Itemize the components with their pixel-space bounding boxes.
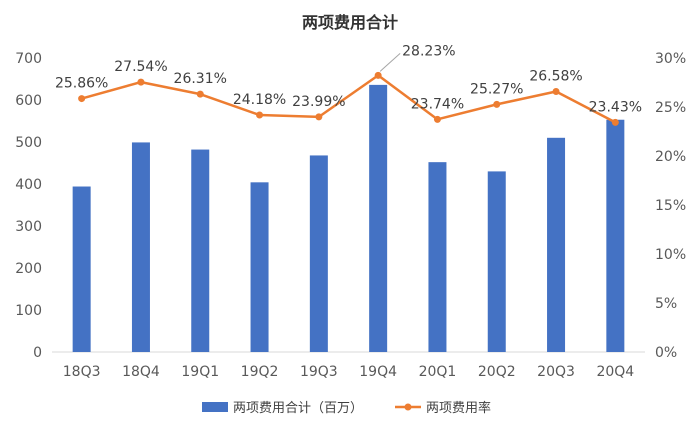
y-left-tick-label: 400 (15, 177, 42, 193)
line-series (78, 71, 619, 126)
y-left-axis: 0 100 200 300 400 500 600 700 (15, 51, 42, 361)
chart-title: 两项费用合计 (302, 13, 398, 32)
bar (606, 119, 625, 353)
x-tick-label: 19Q3 (300, 364, 338, 380)
y-left-tick-label: 100 (15, 303, 42, 319)
line-point (374, 71, 382, 79)
x-axis: 18Q3 18Q4 19Q1 19Q2 19Q3 19Q4 20Q1 20Q2 20Q3 20Q4 (63, 364, 635, 380)
data-label-leader (379, 52, 401, 72)
data-label: 26.31% (174, 71, 227, 87)
data-label: 25.27% (470, 81, 523, 97)
line-point (78, 95, 86, 103)
data-label: 27.54% (114, 59, 167, 75)
legend-line-label: 两项费用率 (426, 400, 491, 416)
bar (369, 84, 388, 352)
y-right-tick-label: 5% (655, 296, 677, 312)
y-right-tick-label: 30% (655, 51, 686, 67)
line-point (256, 111, 264, 119)
y-left-tick-label: 200 (15, 261, 42, 277)
bar-series (72, 84, 625, 353)
x-tick-label: 19Q4 (359, 364, 397, 380)
bar (131, 142, 150, 352)
line-point (433, 115, 441, 123)
x-tick-label: 18Q4 (122, 364, 160, 380)
x-tick-label: 19Q2 (241, 364, 279, 380)
x-tick-label: 18Q3 (63, 364, 101, 380)
legend-line-marker (404, 403, 412, 411)
line-point (611, 118, 619, 126)
line-point (315, 113, 323, 121)
x-tick-label: 20Q1 (419, 364, 457, 380)
data-label: 25.86% (55, 76, 108, 92)
line-point (552, 88, 560, 96)
y-right-tick-label: 0% (655, 345, 677, 361)
line-point (137, 78, 145, 86)
bar (191, 149, 210, 352)
data-label: 23.43% (589, 99, 642, 115)
x-tick-label: 19Q1 (181, 364, 219, 380)
y-left-tick-label: 300 (15, 219, 42, 235)
x-tick-label: 20Q4 (596, 364, 634, 380)
data-label: 24.18% (233, 92, 286, 108)
y-right-tick-label: 15% (655, 198, 686, 214)
legend-bar-label: 两项费用合计（百万） (233, 401, 363, 416)
legend: 两项费用合计（百万） 两项费用率 (202, 400, 491, 416)
bar (309, 155, 328, 352)
y-left-tick-label: 500 (15, 135, 42, 151)
bar (487, 171, 506, 352)
y-right-tick-label: 20% (655, 149, 686, 165)
data-label: 23.74% (411, 96, 464, 112)
bar (250, 182, 269, 352)
line-path (81, 74, 616, 124)
data-label: 26.58% (529, 69, 582, 85)
legend-bar-swatch (202, 402, 228, 412)
y-left-tick-label: 700 (15, 51, 42, 67)
x-tick-label: 20Q3 (537, 364, 575, 380)
y-left-tick-label: 0 (33, 345, 42, 361)
x-tick-label: 20Q2 (478, 364, 516, 380)
y-left-tick-label: 600 (15, 93, 42, 109)
bar (547, 137, 566, 352)
data-label: 28.23% (402, 43, 455, 59)
data-labels: 25.86% 27.54% 26.31% 24.18% 23.99% 28.23% 23.7… (55, 43, 642, 115)
y-right-axis: 0% 5% 10% 15% 20% 25% 30% (655, 51, 686, 361)
y-right-tick-label: 25% (655, 100, 686, 116)
bar (428, 162, 447, 352)
data-label: 23.99% (292, 94, 345, 110)
line-point (196, 90, 204, 98)
bar (72, 186, 91, 352)
line-point (493, 100, 501, 108)
y-right-tick-label: 10% (655, 247, 686, 263)
